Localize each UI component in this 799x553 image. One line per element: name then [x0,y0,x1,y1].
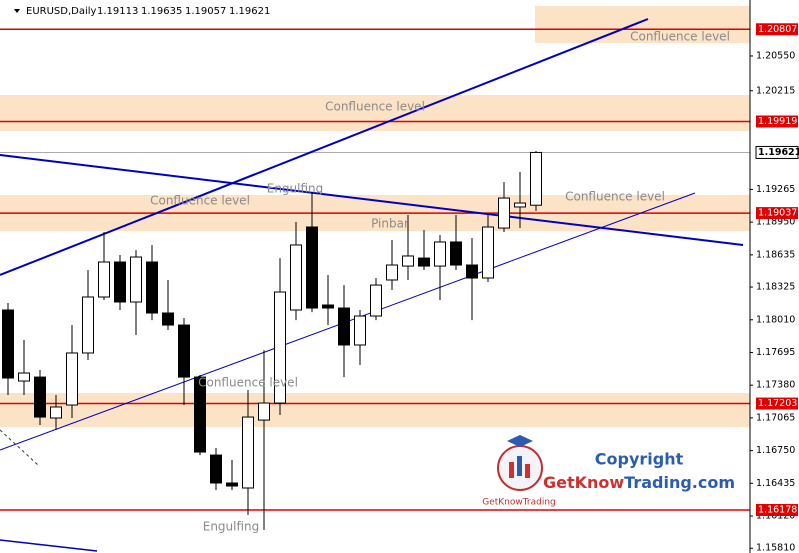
candle-body [290,244,302,311]
candle-body [434,241,446,267]
logo-cap [507,435,533,447]
logo-site: GetKnowTrading.com [543,473,735,492]
zone [0,95,750,131]
level-label-box [756,115,798,128]
y-tick-label: 1.17065 [756,412,795,423]
candle-body [2,309,14,379]
annotation: Confluence level [325,100,425,114]
candle-body [66,352,78,406]
y-tick-label: 1.18635 [756,249,795,260]
logo-site-a: GetKnow [543,473,624,492]
level-label: 1.17203 [758,398,797,409]
level-label-box [756,207,798,220]
level-label: 1.20807 [758,24,797,35]
annotation: Engulfing [267,182,324,196]
level-label: 1.19037 [758,208,797,219]
candle-body [306,226,318,309]
candle-body [418,257,430,267]
candles [2,150,542,531]
axis-panel [750,0,799,553]
logo-copyright: Copyright [595,450,684,469]
y-tick-label: 1.18010 [756,314,795,325]
trendline [0,539,98,552]
header-low: 1.19057 [185,6,226,17]
logo-bar [509,462,514,478]
trendline [0,429,39,466]
logo: GetKnowTrading Copyright GetKnowTrading.… [482,435,735,508]
candle-body [482,226,494,279]
candle-body [34,376,46,418]
candle-body [322,304,334,309]
candle-body [226,482,238,487]
candle-body [338,307,350,346]
candle-body [354,315,366,346]
logo-bar [525,464,530,478]
y-tick-label: 1.18950 [756,217,795,228]
candle-body [514,202,526,208]
y-tick-label: 1.16120 [756,511,795,522]
zone [0,393,750,427]
annotation: Confluence level [198,376,298,390]
y-tick-label: 1.20215 [756,85,795,96]
candle-body [450,241,462,266]
level-label: 1.19919 [758,116,797,127]
annotation: Pinbar [371,217,409,231]
candle-body [274,291,286,404]
candle-body [242,416,254,489]
logo-caption: GetKnowTrading [482,498,556,508]
level-label-box [756,504,798,517]
candle-body [162,312,174,326]
annotation: Confluence level [565,190,665,204]
candle-body [498,197,510,229]
candle-body [258,402,270,421]
candle-body [210,454,222,484]
candle-body [82,296,94,354]
trendline [0,154,744,246]
level-label-box [756,397,798,410]
y-tick-label: 1.16435 [756,478,795,489]
zone [535,6,750,43]
header-close: 1.19621 [229,6,270,17]
candle-body [386,264,398,281]
logo-site-b: Trading.com [624,473,735,492]
level-label: 1.16178 [758,505,797,516]
candle-body [178,324,190,378]
annotation: Confluence level [150,194,250,208]
candle-body [18,372,30,382]
candle-body [130,256,142,303]
y-axis: 1.20550 1.20215 1.19265 1.18950 1.18635 1.183… [750,23,799,553]
logo-bar [517,456,522,476]
y-tick-label: 1.17695 [756,347,795,358]
current-price-box [755,145,799,159]
candle-body [530,151,542,206]
y-tick-label: 1.18325 [756,282,795,293]
y-tick-label: 1.15810 [756,543,795,553]
candle-body [466,264,478,279]
candle-body [50,406,62,419]
header-arrow [14,9,20,13]
annotation: Engulfing [203,520,260,534]
candle-body [194,376,206,453]
y-tick-label: 1.16750 [756,445,795,456]
header-symbol: EURUSD,Daily [26,6,97,17]
candle-body [98,261,110,298]
annotation: Confluence level [630,30,730,44]
current-price-label: 1.19621 [758,147,799,158]
header-high: 1.19635 [141,6,182,17]
level-label-box [756,23,798,36]
levels [0,28,750,511]
y-tick-label: 1.17380 [756,380,795,391]
y-tick-label: 1.19265 [756,184,795,195]
y-tick-label: 1.20550 [756,50,795,61]
header-open: 1.19113 [97,6,138,17]
candle-body [114,261,126,303]
candle-body [402,255,414,267]
trendline [0,18,649,276]
candle-body [370,284,382,317]
candle-body [146,261,158,314]
